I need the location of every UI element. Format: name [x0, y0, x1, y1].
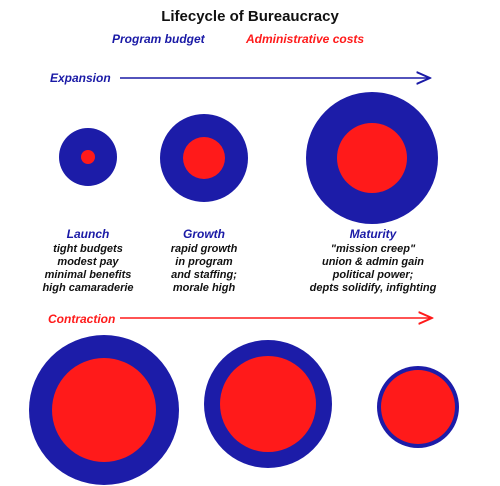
stage-desc-line: union & admin gain — [321, 256, 425, 268]
contraction-stage-3-circles — [377, 366, 459, 448]
growth-admin-costs-circle — [183, 137, 225, 179]
diagram-title: Lifecycle of Bureaucracy — [161, 8, 339, 25]
stage-desc-line: rapid growth — [170, 243, 238, 255]
growth-circles — [160, 114, 248, 202]
contraction-3-admin-costs-circle — [381, 370, 455, 444]
legend-program-budget: Program budget — [112, 32, 205, 46]
launch-circles — [59, 128, 117, 186]
stage-desc-line: and staffing; — [171, 269, 237, 281]
stage-desc-line: minimal benefits — [44, 269, 132, 281]
maturity-circles — [306, 92, 438, 224]
stage-maturity: Maturity "mission creep" union & admin g… — [292, 227, 454, 295]
stage-growth: Growth rapid growth in program and staff… — [144, 227, 264, 295]
stage-desc-line: political power; — [332, 269, 414, 281]
contraction-stage-2-circles — [204, 340, 332, 468]
phase-label-expansion: Expansion — [50, 71, 111, 85]
stage-desc-line: high camaraderie — [42, 282, 134, 294]
stage-desc-line: modest pay — [57, 256, 119, 268]
stage-desc-growth: rapid growth in program and staffing; mo… — [144, 243, 264, 295]
stage-desc-line: depts solidify, infighting — [309, 282, 437, 294]
stage-desc-line: morale high — [172, 282, 236, 294]
contraction-1-admin-costs-circle — [52, 358, 156, 462]
stage-name-maturity: Maturity — [349, 227, 397, 241]
launch-admin-costs-circle — [81, 150, 95, 164]
stage-name-launch: Launch — [66, 227, 110, 241]
legend-administrative-costs: Administrative costs — [246, 32, 365, 46]
maturity-admin-costs-circle — [337, 123, 407, 193]
stage-desc-line: "mission creep" — [330, 243, 416, 255]
stage-desc-line: in program — [175, 256, 233, 268]
contraction-2-admin-costs-circle — [220, 356, 316, 452]
stage-launch: Launch tight budgets modest pay minimal … — [28, 227, 148, 295]
stage-name-growth: Growth — [183, 227, 225, 241]
stage-desc-line: tight budgets — [53, 243, 123, 255]
phase-label-contraction: Contraction — [48, 312, 116, 326]
stage-desc-launch: tight budgets modest pay minimal benefit… — [28, 243, 148, 295]
stage-desc-maturity: "mission creep" union & admin gain polit… — [292, 243, 454, 295]
contraction-stage-1-circles — [29, 335, 179, 485]
